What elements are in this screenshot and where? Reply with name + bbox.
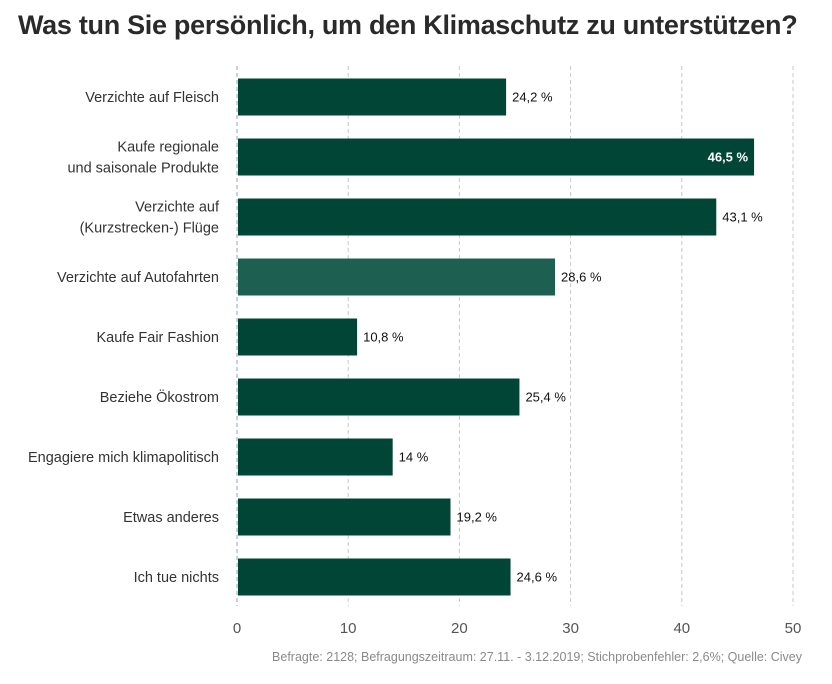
bar [238, 498, 451, 536]
source-note: Befragte: 2128; Befragungszeitraum: 27.1… [272, 650, 802, 664]
bar-value-label: 10,8 % [363, 330, 404, 345]
bar [238, 378, 520, 416]
category-label: Beziehe Ökostrom [100, 388, 219, 406]
category-label: Kaufe regionale [117, 140, 219, 156]
category-label: (Kurzstrecken-) Flüge [80, 221, 219, 237]
chart-title: Was tun Sie persönlich, um den Klimaschu… [18, 10, 798, 40]
bar-value-label: 19,2 % [457, 510, 498, 525]
category-label: Verzichte auf Autofahrten [57, 270, 219, 286]
category-label: Etwas anderes [123, 510, 219, 526]
x-tick-label: 20 [451, 620, 468, 637]
category-label: Verzichte auf Fleisch [85, 90, 219, 106]
category-label: Engagiere mich klimapolitisch [28, 450, 219, 466]
category-label: und saisonale Produkte [67, 161, 219, 177]
bar [238, 438, 393, 476]
bar-value-label: 24,6 % [517, 570, 558, 585]
bar-value-label: 28,6 % [561, 270, 602, 285]
bar [238, 318, 358, 356]
category-label: Verzichte auf [135, 200, 220, 216]
bar [238, 198, 717, 236]
x-tick-label: 40 [673, 620, 690, 637]
bar [238, 558, 511, 596]
x-tick-label: 30 [562, 620, 579, 637]
bar-value-label: 46,5 % [708, 150, 749, 165]
bar-value-label: 43,1 % [722, 210, 763, 225]
bar-value-label: 25,4 % [525, 390, 566, 405]
x-tick-label: 50 [785, 620, 802, 637]
category-label: Kaufe Fair Fashion [96, 330, 219, 346]
bar-value-label: 14 % [399, 450, 429, 465]
x-tick-label: 10 [340, 620, 357, 637]
bar [238, 258, 556, 296]
x-tick-label: 0 [233, 620, 241, 637]
bar-value-label: 24,2 % [512, 90, 553, 105]
bar [238, 78, 507, 116]
bar [238, 138, 755, 176]
category-label: Ich tue nichts [134, 570, 219, 586]
